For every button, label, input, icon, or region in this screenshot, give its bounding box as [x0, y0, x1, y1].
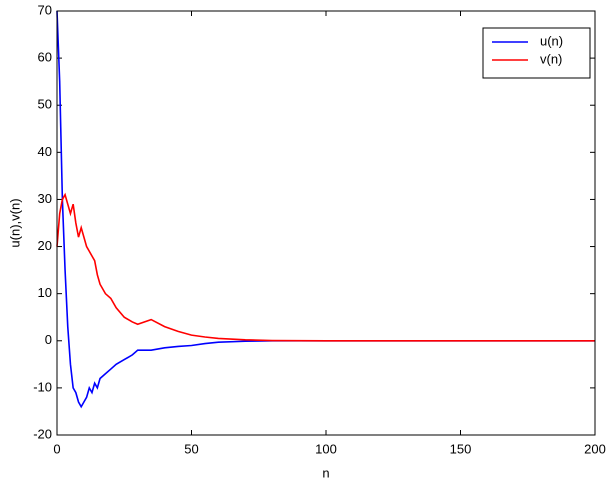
legend-label: v(n)	[540, 51, 562, 66]
legend-label: u(n)	[540, 33, 563, 48]
data-line	[56, 192, 595, 342]
y-tick-label: 70	[38, 2, 52, 17]
y-tick-label: 50	[38, 97, 52, 112]
x-tick-label: 200	[584, 441, 606, 456]
y-tick-label: -10	[33, 379, 52, 394]
y-tick-label: 10	[38, 285, 52, 300]
data-line	[56, 10, 595, 409]
y-tick-label: 30	[38, 191, 52, 206]
x-tick-label: 150	[450, 441, 472, 456]
y-tick-label: -20	[33, 426, 52, 441]
legend-box	[482, 27, 591, 79]
x-tick-label: 100	[315, 441, 337, 456]
x-tick-label: 50	[184, 441, 198, 456]
y-tick-label: 40	[38, 144, 52, 159]
y-axis-label: u(n),v(n)	[7, 198, 22, 247]
y-tick-label: 20	[38, 238, 52, 253]
x-axis-label: n	[322, 465, 329, 480]
y-tick-label: 0	[45, 332, 52, 347]
plot-frame	[56, 10, 596, 436]
x-tick-label: 0	[53, 441, 60, 456]
y-tick-label: 60	[38, 50, 52, 65]
